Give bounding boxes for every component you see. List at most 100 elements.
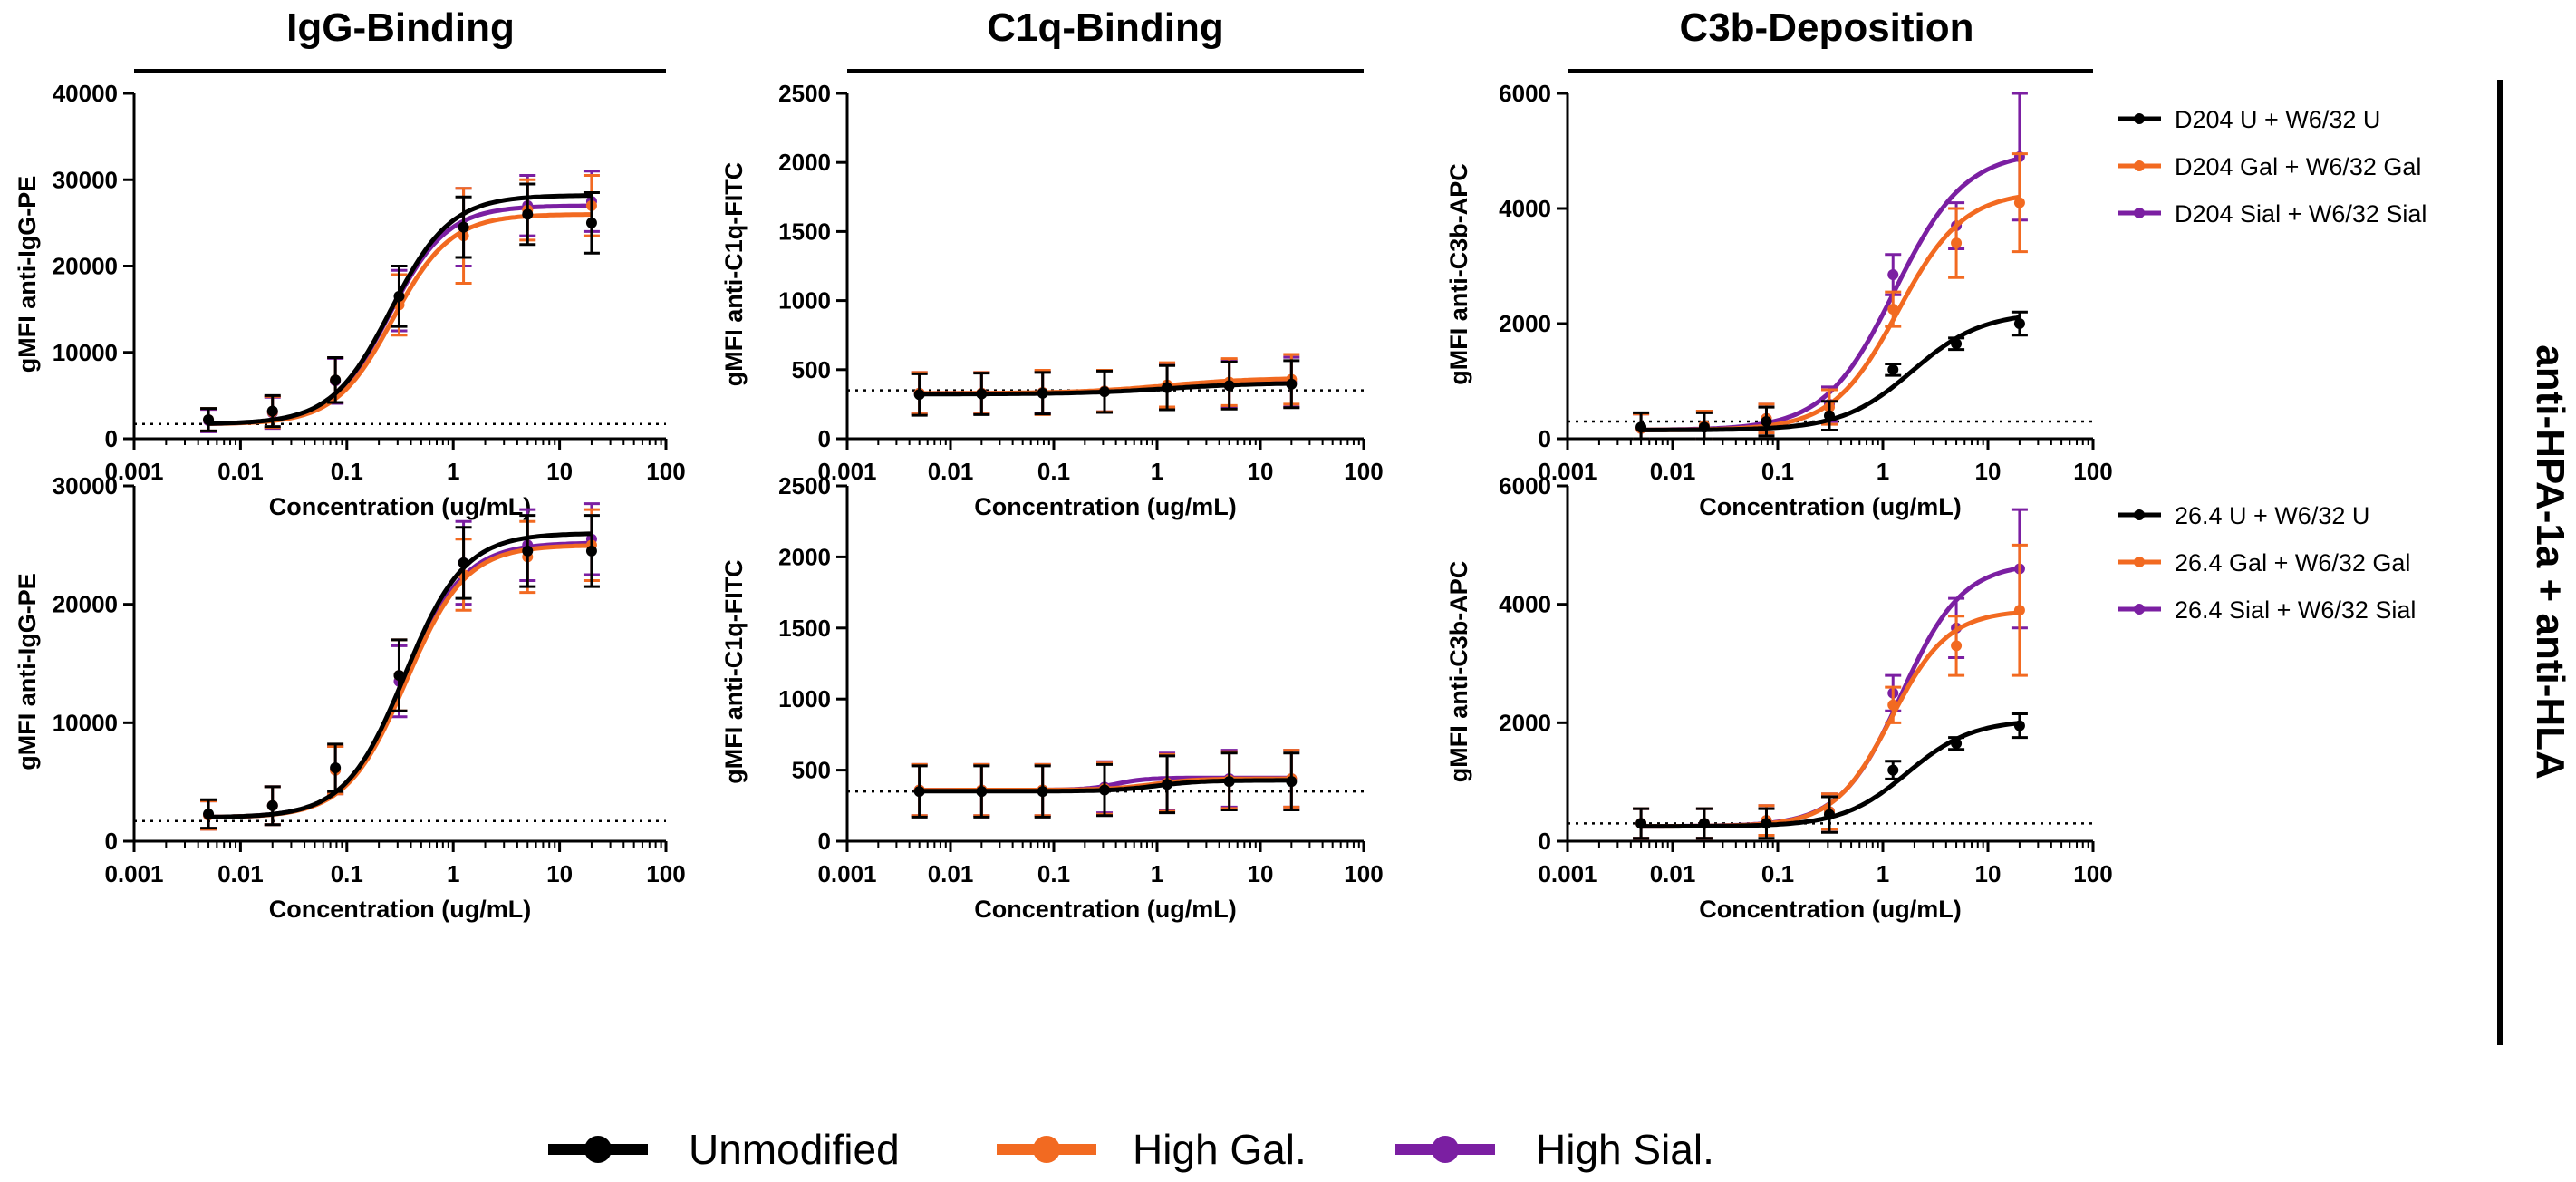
data-point [1286,378,1298,390]
x-axis-label: Concentration (ug/mL) [269,493,531,520]
data-point [522,208,534,220]
data-point [2013,318,2025,329]
y-tick-label: 2000 [778,543,831,570]
x-tick-label: 0.01 [217,458,264,485]
x-tick-label: 100 [646,458,685,485]
y-tick-label: 0 [818,425,831,452]
x-tick-label: 100 [2073,860,2112,887]
data-point [1887,269,1899,281]
chart-panel-3: 0.001 0.01 0.1 1 10 100 0 2000 4000 6000 Concentra… [1445,80,2426,520]
x-tick-label: 100 [1344,860,1383,887]
legend-swatch-marker [2134,160,2145,171]
data-point [1761,415,1772,427]
bottom-legend-label: High Gal. [1133,1126,1307,1173]
y-axis-label: gMFI anti-C1q-FITC [720,162,748,386]
x-tick-label: 0.001 [1538,458,1597,485]
chart-panel-6: 0.001 0.01 0.1 1 10 100 0 2000 4000 6000 Concentra… [1445,472,2416,923]
chart-panel-4: 0.001 0.01 0.1 1 10 100 0 10000 20000 30000 Concen… [14,472,686,923]
y-tick-label: 0 [105,425,118,452]
data-point [2013,605,2025,616]
legend-swatch-marker [2134,604,2145,615]
data-point [2013,720,2025,731]
data-point [1887,699,1899,711]
series-1 [1633,508,2028,840]
x-tick-label: 100 [1344,458,1383,485]
data-point [330,761,342,773]
data-point [1037,786,1048,798]
y-axis-label: gMFI anti-C3b-APC [1445,163,1472,384]
data-point [1099,386,1111,398]
y-tick-label: 2500 [778,472,831,499]
data-point [458,557,469,568]
x-tick-label: 0.1 [1037,458,1070,485]
data-point [393,290,405,302]
data-point [1951,237,1963,249]
y-tick-label: 0 [1539,828,1551,855]
data-point [1162,779,1173,790]
bottom-legend: Unmodified High Gal. High Sial. [548,1126,1714,1173]
x-tick-label: 10 [1248,458,1274,485]
bottom-legend-swatch-marker [1033,1136,1060,1163]
x-tick-label: 1 [447,860,459,887]
data-point [2013,197,2025,208]
chart-panel-5: 0.001 0.01 0.1 1 10 10005001000150020002500Co… [720,472,1384,923]
x-tick-label: 1 [1151,458,1163,485]
data-point [1698,818,1710,829]
y-tick-label: 30000 [53,472,118,499]
data-point [1099,784,1111,796]
x-tick-label: 0.01 [217,860,264,887]
x-tick-label: 0.1 [331,860,363,887]
x-tick-label: 10 [1248,860,1274,887]
x-tick-label: 10 [546,860,573,887]
y-tick-label: 4000 [1499,195,1551,222]
x-tick-label: 10 [1975,458,2002,485]
y-tick-label: 2000 [1499,310,1551,337]
data-point [1951,338,1963,350]
series-3 [1633,310,2028,441]
y-tick-label: 6000 [1499,80,1551,107]
x-axis-label: Concentration (ug/mL) [1699,896,1961,923]
y-tick-label: 10000 [53,339,118,366]
y-axis-label: gMFI anti-IgG-PE [14,176,41,373]
series-1 [1633,92,2028,441]
data-point [1286,776,1298,788]
data-point [203,808,215,819]
bottom-legend-label: Unmodified [689,1126,900,1173]
data-point [522,545,534,557]
column-title: C3b-Deposition [1679,5,1973,50]
series-3 [911,751,1300,819]
legend-entry-label: D204 Sial + W6/32 Sial [2175,200,2426,228]
y-tick-label: 2000 [1499,709,1551,736]
y-tick-label: 40000 [53,80,118,107]
data-point [1887,363,1899,375]
data-point [1635,421,1647,433]
series-3 [1633,712,2028,840]
y-tick-label: 4000 [1499,591,1551,618]
y-axis-label: gMFI anti-C1q-FITC [720,559,748,783]
x-tick-label: 0.1 [1037,860,1070,887]
x-tick-label: 1 [447,458,459,485]
y-tick-label: 20000 [53,591,118,618]
y-tick-label: 2500 [778,80,831,107]
series-2 [1633,152,2028,441]
y-tick-label: 30000 [53,166,118,193]
x-tick-label: 0.001 [817,860,876,887]
bottom-legend-swatch-marker [1432,1136,1459,1163]
data-point [1037,387,1048,399]
data-point [203,414,215,426]
x-tick-label: 0.001 [104,458,163,485]
data-point [1951,738,1963,750]
x-axis-label: Concentration (ug/mL) [974,493,1236,520]
data-point [976,388,988,400]
x-tick-label: 0.1 [1761,458,1794,485]
legend-entry-label: 26.4 Gal + W6/32 Gal [2175,549,2410,576]
x-axis-label: Concentration (ug/mL) [974,896,1236,923]
x-tick-label: 0.001 [1538,860,1597,887]
x-axis-label: Concentration (ug/mL) [1699,493,1961,520]
data-point [266,405,278,417]
data-point [1823,809,1835,820]
series-3 [200,514,600,830]
bottom-legend-swatch-marker [584,1136,612,1163]
y-tick-label: 500 [792,356,831,383]
